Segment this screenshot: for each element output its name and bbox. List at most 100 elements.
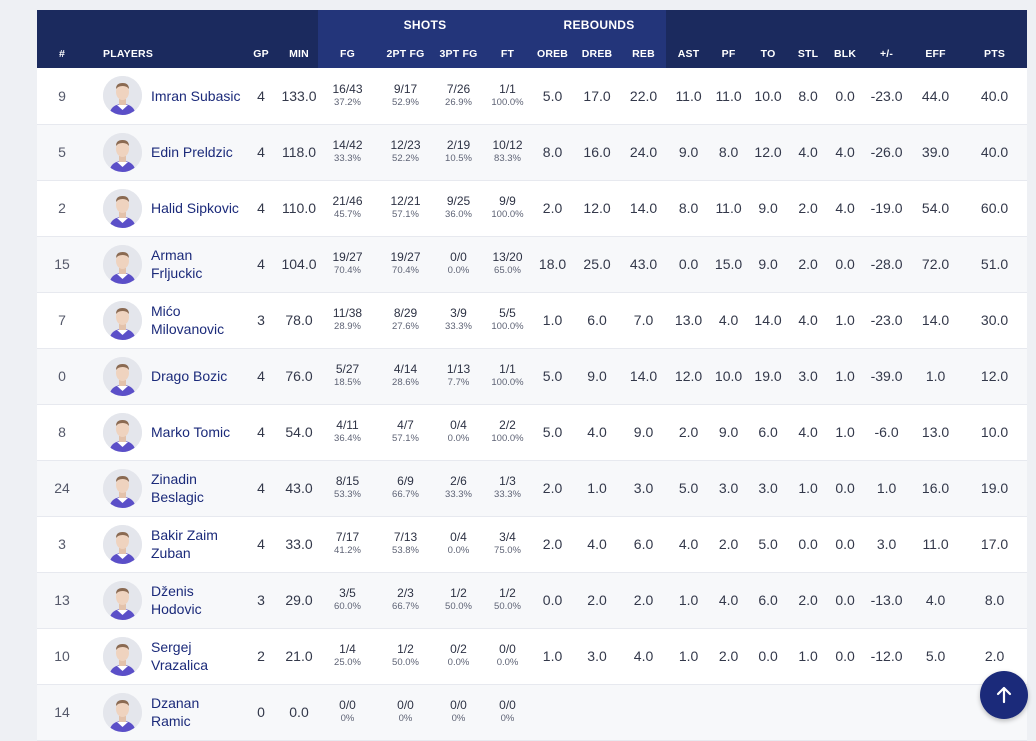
table-row[interactable]: 5 Edin Preldzic 4 118.0 14/42 33.3% bbox=[37, 124, 1028, 180]
stat-ft-pct: 100.0% bbox=[491, 321, 524, 332]
col-min[interactable]: MIN bbox=[280, 39, 318, 68]
stat-3pt-pct: 36.0% bbox=[445, 209, 472, 220]
player-name-link[interactable]: Edin Preldzic bbox=[151, 144, 233, 160]
stat-eff: 4.0 bbox=[925, 592, 946, 608]
stat-3pt-pct: 33.3% bbox=[445, 321, 472, 332]
player-number: 14 bbox=[54, 704, 70, 720]
stat-blk bbox=[826, 684, 864, 740]
stat-pts: 2.0 bbox=[984, 648, 1005, 664]
stat-to: 5.0 bbox=[758, 536, 778, 552]
table-row[interactable]: 15 Arman Frljuckic 4 104.0 19/27 70.4% bbox=[37, 236, 1028, 292]
stat-ast: 2.0 bbox=[678, 424, 699, 440]
stat-to: 9.0 bbox=[758, 256, 778, 272]
col-ast[interactable]: AST bbox=[666, 39, 712, 68]
stat-fg: 11/38 28.9% bbox=[318, 292, 377, 348]
player-name-link[interactable]: Dzanan Ramic bbox=[151, 695, 200, 729]
col-blk[interactable]: BLK bbox=[826, 39, 865, 68]
stat-3pt: 2/19 10.5% bbox=[434, 124, 483, 180]
col-to[interactable]: TO bbox=[746, 39, 791, 68]
stat-ft: 1/3 33.3% bbox=[483, 460, 532, 516]
player-stats-table-container: SHOTS REBOUNDS # PLAYERS GP MIN FG 2PT F… bbox=[37, 10, 1028, 741]
col-3pt-fg[interactable]: 3PT FG bbox=[434, 39, 483, 68]
stat-2pt: 0/0 0% bbox=[377, 684, 434, 740]
table-row[interactable]: 13 Dženis Hodovic 3 29.0 3/5 60.0% bbox=[37, 572, 1028, 628]
stat-to: 10.0 bbox=[754, 87, 782, 104]
scroll-to-top-button[interactable] bbox=[980, 671, 1028, 719]
stat-dreb: 1.0 bbox=[587, 480, 607, 496]
stat-to: 9.0 bbox=[758, 200, 778, 216]
stat-fg-pct: 18.5% bbox=[334, 377, 361, 388]
player-name-link[interactable]: Marko Tomic bbox=[151, 424, 231, 440]
stat-min: 54.0 bbox=[285, 424, 313, 440]
stat-fg: 3/5 60.0% bbox=[318, 572, 377, 628]
stat-pf: 15.0 bbox=[714, 256, 743, 272]
table-row[interactable]: 0 Drago Bozic 4 76.0 5/27 18.5% 4/1 bbox=[37, 348, 1028, 404]
player-avatar-icon bbox=[103, 580, 142, 620]
stat-reb: 22.0 bbox=[629, 87, 658, 104]
stat-3pt-made: 1/2 bbox=[450, 586, 467, 600]
stat-fg-made: 3/5 bbox=[339, 586, 356, 600]
stat-2pt: 8/29 27.6% bbox=[377, 292, 434, 348]
col-dreb[interactable]: DREB bbox=[573, 39, 622, 68]
player-name-link[interactable]: Imran Subasic bbox=[151, 87, 241, 104]
stat-plus-minus: -23.0 bbox=[870, 87, 903, 104]
col-reb[interactable]: REB bbox=[621, 39, 667, 68]
player-cell: Zinadin Beslagic bbox=[87, 460, 242, 516]
stat-plus-minus: -12.0 bbox=[870, 648, 903, 664]
table-row[interactable]: 2 Halid Sipkovic 4 110.0 21/46 45.7% bbox=[37, 180, 1028, 236]
stat-2pt: 12/21 57.1% bbox=[377, 180, 434, 236]
table-row[interactable]: 3 Bakir Zaim Zuban 4 33.0 7/17 41.2% bbox=[37, 516, 1028, 572]
table-row[interactable]: 9 Imran Subasic 4 133.0 16/43 37.2% bbox=[37, 68, 1028, 124]
stat-fg: 5/27 18.5% bbox=[318, 348, 377, 404]
stat-stl: 2.0 bbox=[798, 592, 818, 608]
stat-ft-pct: 65.0% bbox=[494, 265, 521, 276]
stat-stl: 8.0 bbox=[798, 87, 818, 104]
player-name-link[interactable]: Zinadin Beslagic bbox=[151, 471, 204, 505]
col-pf[interactable]: PF bbox=[711, 39, 747, 68]
stat-oreb: 1.0 bbox=[542, 312, 563, 328]
col-fg[interactable]: FG bbox=[318, 39, 377, 68]
stat-gp: 4 bbox=[257, 87, 265, 104]
player-number: 10 bbox=[54, 648, 70, 664]
stat-dreb bbox=[573, 684, 621, 740]
stat-dreb: 3.0 bbox=[587, 648, 607, 664]
table-row[interactable]: 7 Mićo Milovanovic 3 78.0 11/38 28.9% bbox=[37, 292, 1028, 348]
col-plus-minus[interactable]: +/- bbox=[864, 39, 910, 68]
stat-pf: 11.0 bbox=[715, 87, 742, 104]
col-stl[interactable]: STL bbox=[790, 39, 827, 68]
stat-3pt: 0/0 0% bbox=[434, 684, 483, 740]
stat-oreb: 2.0 bbox=[542, 480, 563, 496]
stat-reb bbox=[621, 684, 666, 740]
stat-min: 76.0 bbox=[285, 368, 313, 384]
table-row[interactable]: 14 Dzanan Ramic 0 0.0 0/0 0% 0/0 0% bbox=[37, 684, 1028, 740]
player-name-link[interactable]: Bakir Zaim Zuban bbox=[151, 527, 218, 561]
player-name-link[interactable]: Mićo Milovanovic bbox=[151, 303, 225, 337]
player-name-link[interactable]: Drago Bozic bbox=[151, 368, 228, 384]
player-name-link[interactable]: Arman Frljuckic bbox=[151, 247, 203, 281]
stat-3pt-made: 0/0 bbox=[450, 250, 467, 264]
stat-3pt-pct: 26.9% bbox=[445, 96, 472, 108]
col-oreb[interactable]: OREB bbox=[532, 39, 574, 68]
col-eff[interactable]: EFF bbox=[909, 39, 963, 68]
player-name-link[interactable]: Dženis Hodovic bbox=[151, 583, 202, 617]
stat-gp: 2 bbox=[257, 648, 265, 664]
player-name-link[interactable]: Sergej Vrazalica bbox=[151, 639, 209, 673]
stat-2pt-pct: 28.6% bbox=[392, 377, 419, 388]
col-players[interactable]: PLAYERS bbox=[87, 39, 242, 68]
stat-fg: 7/17 41.2% bbox=[318, 516, 377, 572]
stat-2pt-made: 2/3 bbox=[397, 586, 414, 600]
stat-fg-made: 4/11 bbox=[336, 418, 359, 432]
col-number[interactable]: # bbox=[37, 39, 87, 68]
col-ft[interactable]: FT bbox=[483, 39, 533, 68]
stat-plus-minus: -26.0 bbox=[870, 144, 903, 160]
table-row[interactable]: 8 Marko Tomic 4 54.0 4/11 36.4% 4/7 bbox=[37, 404, 1028, 460]
player-name-link[interactable]: Halid Sipkovic bbox=[151, 200, 239, 216]
stat-ft: 13/20 65.0% bbox=[483, 236, 532, 292]
col-pts[interactable]: PTS bbox=[962, 39, 1028, 68]
col-2pt-fg[interactable]: 2PT FG bbox=[377, 39, 434, 68]
table-row[interactable]: 10 Sergej Vrazalica 2 21.0 1/4 25.0% bbox=[37, 628, 1028, 684]
stat-pf: 8.0 bbox=[718, 144, 739, 160]
col-gp[interactable]: GP bbox=[242, 39, 280, 68]
player-cell: Dženis Hodovic bbox=[87, 572, 242, 628]
table-row[interactable]: 24 Zinadin Beslagic 4 43.0 8/15 53.3% bbox=[37, 460, 1028, 516]
